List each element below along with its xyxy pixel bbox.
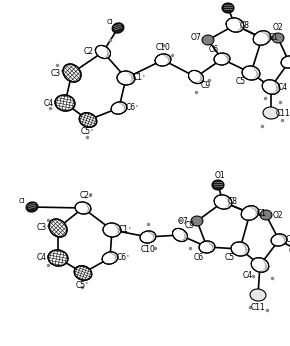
Ellipse shape — [26, 202, 38, 212]
Text: C3: C3 — [286, 236, 290, 245]
Ellipse shape — [253, 31, 271, 45]
Ellipse shape — [281, 56, 290, 68]
Ellipse shape — [262, 80, 280, 94]
Ellipse shape — [117, 71, 135, 85]
Ellipse shape — [79, 113, 97, 127]
Text: C1: C1 — [257, 209, 267, 218]
Text: C10: C10 — [141, 245, 155, 254]
Ellipse shape — [226, 18, 244, 32]
Text: C11: C11 — [276, 109, 290, 118]
Text: C8: C8 — [228, 198, 238, 207]
Ellipse shape — [111, 102, 127, 114]
Ellipse shape — [74, 266, 92, 280]
Text: C1: C1 — [269, 34, 279, 43]
Text: C2: C2 — [84, 47, 94, 56]
Ellipse shape — [199, 241, 215, 253]
Ellipse shape — [271, 234, 287, 246]
Ellipse shape — [251, 258, 269, 272]
Ellipse shape — [188, 71, 204, 83]
Text: C6: C6 — [126, 103, 136, 112]
Text: C4: C4 — [37, 254, 47, 263]
Text: C9: C9 — [201, 81, 211, 90]
Text: O2: O2 — [273, 24, 283, 33]
Ellipse shape — [214, 195, 232, 209]
Ellipse shape — [214, 53, 230, 65]
Ellipse shape — [222, 3, 234, 13]
Text: ': ' — [128, 226, 130, 232]
Text: C2: C2 — [80, 191, 90, 200]
Ellipse shape — [260, 210, 272, 220]
Ellipse shape — [241, 206, 259, 220]
Text: O7: O7 — [177, 217, 188, 226]
Ellipse shape — [191, 216, 203, 226]
Text: ': ' — [93, 48, 95, 54]
Ellipse shape — [202, 35, 214, 45]
Text: C4: C4 — [278, 82, 288, 91]
Ellipse shape — [212, 180, 224, 190]
Text: C6: C6 — [194, 253, 204, 262]
Text: C5: C5 — [225, 253, 235, 262]
Ellipse shape — [263, 107, 279, 119]
Text: C5: C5 — [236, 76, 246, 85]
Text: C6: C6 — [209, 45, 219, 54]
Text: Cl: Cl — [19, 198, 26, 204]
Ellipse shape — [272, 33, 284, 43]
Ellipse shape — [231, 242, 249, 256]
Ellipse shape — [49, 219, 67, 237]
Text: ': ' — [60, 69, 62, 75]
Text: C5: C5 — [81, 127, 91, 137]
Text: C6: C6 — [117, 254, 127, 263]
Text: ': ' — [46, 224, 48, 230]
Text: C1: C1 — [119, 226, 129, 235]
Ellipse shape — [140, 231, 156, 243]
Text: C9: C9 — [185, 220, 195, 229]
Text: C11: C11 — [251, 302, 265, 311]
Text: O1: O1 — [223, 0, 233, 2]
Text: ': ' — [53, 99, 55, 105]
Text: O1: O1 — [215, 171, 225, 180]
Text: ': ' — [89, 192, 91, 198]
Text: ': ' — [85, 281, 87, 287]
Ellipse shape — [242, 66, 260, 80]
Text: C1: C1 — [133, 73, 143, 82]
Text: Cl: Cl — [107, 19, 113, 25]
Text: C4: C4 — [243, 271, 253, 280]
Text: ': ' — [90, 128, 92, 134]
Ellipse shape — [112, 23, 124, 33]
Ellipse shape — [75, 202, 91, 214]
Text: O7: O7 — [191, 34, 201, 43]
Text: C3: C3 — [51, 69, 61, 78]
Text: C10: C10 — [155, 44, 171, 53]
Ellipse shape — [95, 45, 110, 58]
Ellipse shape — [63, 64, 81, 82]
Text: C4: C4 — [44, 99, 54, 108]
Text: ': ' — [126, 254, 128, 260]
Text: ': ' — [46, 254, 48, 260]
Text: ': ' — [142, 74, 144, 80]
Ellipse shape — [155, 54, 171, 66]
Text: ': ' — [135, 104, 137, 110]
Ellipse shape — [103, 223, 121, 237]
Ellipse shape — [173, 228, 188, 242]
Ellipse shape — [250, 289, 266, 301]
Ellipse shape — [102, 252, 118, 264]
Text: C5: C5 — [76, 281, 86, 290]
Ellipse shape — [48, 250, 68, 266]
Ellipse shape — [55, 95, 75, 111]
Text: C3: C3 — [37, 224, 47, 233]
Text: C8: C8 — [240, 20, 250, 29]
Text: O2: O2 — [273, 210, 283, 219]
